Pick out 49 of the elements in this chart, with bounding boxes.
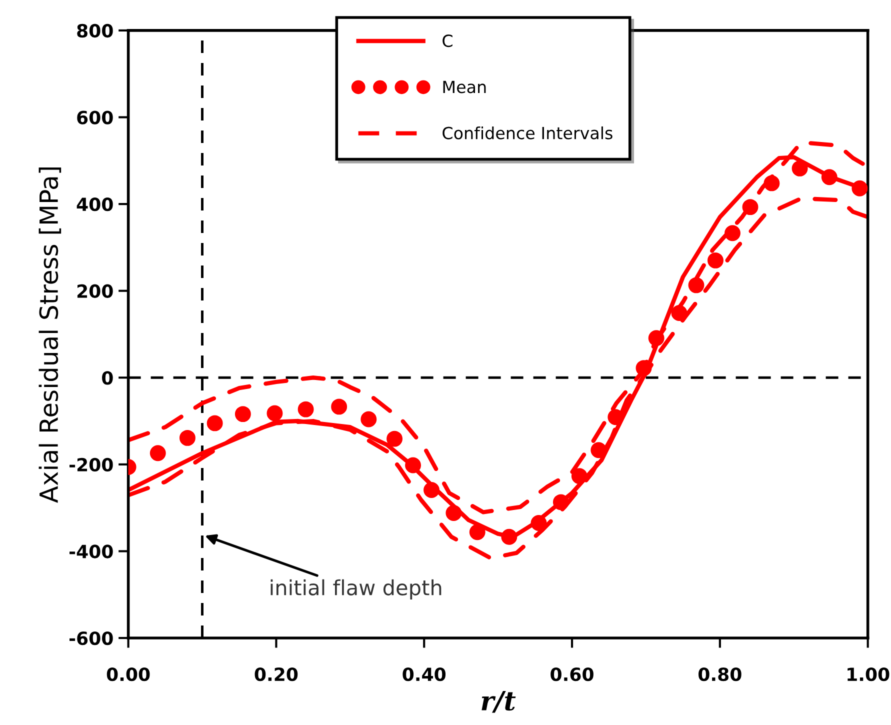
point [501, 528, 518, 545]
y-tick-label: 200 [77, 284, 113, 298]
x-tick-label: 0.20 [254, 667, 298, 682]
point [792, 160, 808, 176]
legend-label: Confidence Intervals [442, 126, 612, 140]
y-tick-label: 600 [77, 110, 113, 124]
point [636, 360, 652, 376]
point [852, 180, 868, 196]
point [648, 330, 664, 346]
point [331, 398, 348, 415]
point [298, 401, 314, 418]
point [469, 524, 486, 540]
x-tick-label: 0.00 [106, 667, 150, 682]
y-axis-title: Axial Residual Stress [MPa] [38, 168, 62, 503]
point [708, 252, 724, 268]
point [446, 505, 462, 521]
x-tick-label: 1.00 [848, 667, 890, 682]
x-tick-label: 0.40 [402, 667, 446, 682]
point [405, 457, 421, 474]
point [764, 175, 780, 192]
point [530, 515, 547, 531]
point [360, 411, 377, 428]
y-tick-label: -400 [70, 544, 113, 558]
point [386, 430, 403, 447]
point [234, 406, 251, 422]
x-axis-title: r/t [482, 691, 516, 713]
point [688, 277, 704, 294]
x-tick-label: 0.60 [550, 667, 594, 682]
point [571, 468, 588, 484]
point [724, 225, 740, 242]
point [552, 494, 569, 510]
y-tick-label: -200 [70, 458, 113, 472]
annotation: initial flaw depth [270, 579, 442, 600]
point [206, 415, 223, 432]
point [671, 304, 688, 321]
point [424, 482, 440, 498]
y-tick-label: 800 [77, 24, 113, 38]
legend-label: C [442, 34, 452, 48]
y-tick-label: 0 [102, 371, 113, 385]
point [821, 169, 838, 186]
y-tick-label: -600 [70, 631, 113, 646]
y-tick-label: 400 [76, 197, 113, 212]
point [179, 430, 196, 446]
point [266, 405, 283, 422]
point [150, 445, 166, 462]
point [590, 442, 607, 458]
x-tick-label: 0.80 [698, 667, 742, 682]
legend-label: Mean [443, 80, 486, 94]
point [742, 199, 758, 216]
